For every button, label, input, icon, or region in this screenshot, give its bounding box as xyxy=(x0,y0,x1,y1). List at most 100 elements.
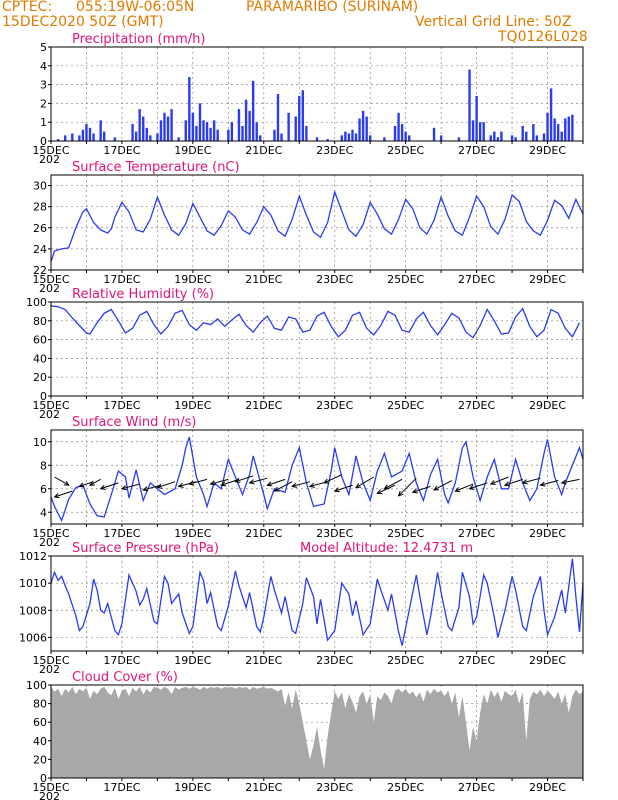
precip-bar xyxy=(383,137,386,141)
precip-bar xyxy=(88,127,92,141)
precip-bar xyxy=(305,125,308,141)
precip-bar xyxy=(134,131,138,141)
year-fragment: 202 xyxy=(39,536,60,549)
wind-arrow-head xyxy=(454,487,461,492)
x-tick-label: 25DEC xyxy=(387,399,424,412)
precip-bar xyxy=(340,135,344,141)
x-tick-label: 29DEC xyxy=(529,781,566,794)
x-tick-label: 21DEC xyxy=(245,527,282,540)
y-tick-label: 1008 xyxy=(19,604,47,617)
year-fragment: 202 xyxy=(39,790,60,800)
precip-bar xyxy=(237,109,241,141)
wind-arrow-head xyxy=(323,478,330,484)
precip-bar xyxy=(287,112,290,141)
y-tick-label: 3 xyxy=(40,79,47,92)
precip-bar xyxy=(347,133,351,141)
precip-bar xyxy=(432,127,436,141)
precip-bar xyxy=(92,133,95,141)
precip-bar xyxy=(56,139,60,141)
precip-bar xyxy=(273,129,276,141)
wind-arrow xyxy=(292,481,311,487)
precip-bar xyxy=(227,129,230,141)
wind-arrow-head xyxy=(397,490,404,497)
x-tick-label: 21DEC xyxy=(245,144,282,157)
chart-title: Precipitation (mm/h) xyxy=(72,32,205,47)
wind-arrow xyxy=(384,478,403,490)
precip-bar xyxy=(457,137,461,141)
y-tick-label: 1012 xyxy=(19,550,47,563)
precip-bar xyxy=(276,94,280,141)
x-tick-label: 25DEC xyxy=(387,781,424,794)
precip-bar xyxy=(166,116,170,141)
y-tick-label: 8 xyxy=(40,459,47,472)
precip-bar xyxy=(471,120,475,141)
y-tick-label: 0 xyxy=(40,772,47,785)
precip-bar xyxy=(532,124,535,141)
precip-bar xyxy=(521,125,524,141)
precip-bar xyxy=(344,131,347,141)
wind-arrow xyxy=(490,476,509,485)
x-tick-label: 23DEC xyxy=(316,654,353,667)
wind-arrow-head xyxy=(333,487,340,493)
x-tick-label: 19DEC xyxy=(174,144,211,157)
precip-bar xyxy=(525,131,528,141)
precip-bar xyxy=(113,137,117,141)
precip-bar xyxy=(142,116,145,141)
precip-bar xyxy=(244,99,248,141)
plot-frame xyxy=(50,46,584,142)
series-line xyxy=(50,436,584,523)
precip-bar xyxy=(301,90,305,141)
precip-bar xyxy=(255,122,258,141)
wind-arrow xyxy=(412,485,431,493)
wind-arrow-head xyxy=(433,485,440,491)
precip-bar xyxy=(81,129,85,141)
x-tick-label: 27DEC xyxy=(458,273,495,286)
precip-bar xyxy=(468,69,471,141)
precip-bar xyxy=(230,122,234,141)
x-tick-label: 17DEC xyxy=(103,273,140,286)
x-tick-label: 17DEC xyxy=(103,654,140,667)
precip-bar xyxy=(542,133,546,141)
wind-arrow-head xyxy=(78,482,85,488)
wind-arrow xyxy=(398,477,417,497)
precip-bar xyxy=(369,135,372,141)
wind-arrow xyxy=(469,482,488,490)
precip-bar xyxy=(131,124,134,141)
precip-bar xyxy=(71,133,74,141)
precip-bar xyxy=(149,135,152,141)
wind-arrow-head xyxy=(142,486,149,492)
y-tick-label: 20 xyxy=(33,753,47,766)
wind-arrow xyxy=(249,477,268,484)
x-tick-label: 27DEC xyxy=(458,144,495,157)
precip-bar xyxy=(546,112,549,141)
precip-bar xyxy=(145,127,148,141)
x-tick-label: 23DEC xyxy=(316,144,353,157)
y-tick-label: 1 xyxy=(40,116,47,129)
wind-arrow-head xyxy=(376,489,383,495)
wind-arrow xyxy=(561,478,580,484)
header-code: TQ0126L028 xyxy=(498,29,588,45)
chart-title: Relative Humidity (%) xyxy=(72,287,214,302)
wind-arrow-head xyxy=(234,477,241,483)
x-tick-label: 17DEC xyxy=(103,144,140,157)
plot-frame xyxy=(50,174,584,271)
x-tick-label: 27DEC xyxy=(458,654,495,667)
header-source: CPTEC: xyxy=(2,0,53,15)
wind-arrow-head xyxy=(539,481,546,487)
wind-arrow xyxy=(210,478,229,485)
precip-bar xyxy=(177,137,180,141)
chart-title: Surface Wind (m/s) xyxy=(72,415,196,430)
precip-bar xyxy=(489,135,492,141)
x-tick-label: 15DEC xyxy=(32,527,69,540)
precip-bar xyxy=(535,135,539,141)
precip-bar xyxy=(439,135,443,141)
precip-bar xyxy=(198,103,202,141)
precip-bar xyxy=(556,124,560,141)
wind-arrow xyxy=(143,484,162,491)
y-tick-label: 80 xyxy=(33,315,47,328)
wind-arrow-head xyxy=(209,480,216,486)
precip-bar xyxy=(212,120,216,141)
y-tick-label: 24 xyxy=(33,243,47,256)
wind-arrow xyxy=(504,478,523,486)
